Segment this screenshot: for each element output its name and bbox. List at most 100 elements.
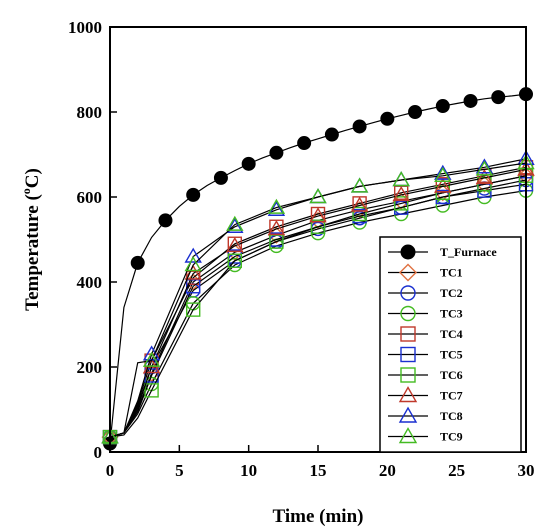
data-point: [434, 166, 452, 182]
data-point: [400, 367, 416, 383]
y-axis-title-unit: C): [22, 168, 43, 188]
data-point: [400, 326, 416, 342]
y-tick-label: 600: [77, 188, 103, 207]
data-point: [241, 156, 256, 171]
data-point: [408, 105, 423, 119]
legend-item: TC3: [388, 305, 463, 322]
series-line: [109, 166, 527, 438]
data-point: [213, 170, 228, 185]
data-point: [392, 171, 410, 187]
data-point: [267, 198, 286, 214]
data-point: [463, 93, 478, 108]
data-point: [186, 187, 201, 202]
ticks-layer: 0 5 10 15 20 25 30 0 200 400 600 800 1000: [68, 18, 535, 480]
legend-label: T_Furnace: [440, 245, 497, 259]
data-point: [144, 383, 159, 398]
legend-item: TC6: [388, 367, 463, 383]
legend-label: TC2: [440, 286, 463, 300]
legend-label: TC1: [440, 266, 463, 280]
data-point: [310, 219, 326, 234]
series-line: [109, 175, 527, 438]
data-point: [475, 168, 494, 185]
legend-item: TC9: [388, 427, 463, 444]
series-t-furnace: [103, 87, 533, 451]
data-point: [398, 427, 418, 444]
y-axis-title-degree: o: [19, 188, 33, 194]
data-point: [400, 285, 416, 301]
data-point: [398, 406, 418, 423]
y-tick-label: 200: [77, 358, 103, 377]
data-point: [324, 127, 339, 142]
legend-item: TC2: [388, 285, 463, 301]
data-point: [398, 386, 418, 403]
data-point: [267, 219, 286, 236]
data-point: [352, 119, 367, 134]
x-axis-title: Time (min): [273, 506, 364, 527]
data-point: [434, 164, 452, 180]
x-tick-label: 5: [175, 461, 184, 480]
legend-label: TC9: [440, 430, 463, 444]
series-line: [109, 93, 527, 444]
data-point: [475, 158, 494, 174]
data-point: [158, 213, 173, 228]
data-point: [185, 302, 201, 317]
legend-item: TC5: [388, 346, 463, 363]
legend-label: TC5: [440, 348, 463, 362]
x-tick-label: 25: [448, 461, 465, 480]
data-point: [269, 145, 284, 160]
data-point: [309, 188, 327, 204]
legend-item: T_Furnace: [388, 244, 497, 260]
data-point: [184, 256, 202, 272]
data-point: [309, 207, 327, 223]
y-tick-label: 800: [77, 103, 103, 122]
data-point: [400, 244, 416, 260]
data-point: [392, 185, 410, 202]
data-point: [185, 279, 201, 294]
legend-label: TC8: [440, 409, 463, 423]
data-point: [226, 215, 244, 231]
x-tick-label: 15: [310, 461, 327, 480]
data-point: [475, 160, 494, 176]
series-line: [109, 168, 527, 438]
data-point: [350, 177, 369, 193]
data-point: [184, 247, 202, 263]
y-axis-title-main: Temperature (: [22, 194, 43, 311]
legend-label: TC6: [440, 368, 463, 382]
data-point: [394, 196, 409, 211]
data-point: [226, 236, 244, 253]
data-point: [400, 346, 416, 363]
data-point: [130, 255, 145, 270]
legend-item: TC4: [388, 326, 463, 342]
data-point: [400, 305, 416, 322]
legend-item: TC7: [388, 386, 463, 403]
x-tick-label: 0: [106, 461, 115, 480]
series-line: [109, 183, 527, 438]
data-point: [142, 351, 161, 367]
series-tc9: [101, 154, 535, 444]
y-tick-label: 400: [77, 273, 103, 292]
data-point: [491, 90, 506, 105]
series-tc6: [102, 168, 534, 445]
y-axis-title: Temperature (oC): [19, 168, 43, 311]
legend: T_Furnace TC1 TC2 TC3 TC4 TC5 TC6 TC7 TC8 TC9: [379, 236, 522, 453]
data-point: [297, 136, 312, 151]
data-point: [352, 206, 367, 222]
series-line: [109, 162, 527, 438]
data-point: [350, 196, 369, 212]
x-tick-label: 10: [240, 461, 257, 480]
data-point: [434, 177, 452, 193]
legend-label: TC3: [440, 307, 463, 321]
data-point: [226, 217, 244, 233]
data-point: [380, 111, 395, 126]
y-tick-label: 0: [94, 443, 103, 462]
legend-item: TC1: [388, 263, 463, 282]
x-tick-label: 30: [518, 461, 535, 480]
legend-item: TC8: [388, 406, 463, 423]
data-point: [435, 99, 450, 114]
series-line: [109, 158, 527, 438]
y-tick-label: 1000: [68, 18, 102, 37]
x-tick-label: 20: [379, 461, 396, 480]
data-point: [227, 253, 243, 268]
legend-label: TC4: [440, 327, 463, 341]
